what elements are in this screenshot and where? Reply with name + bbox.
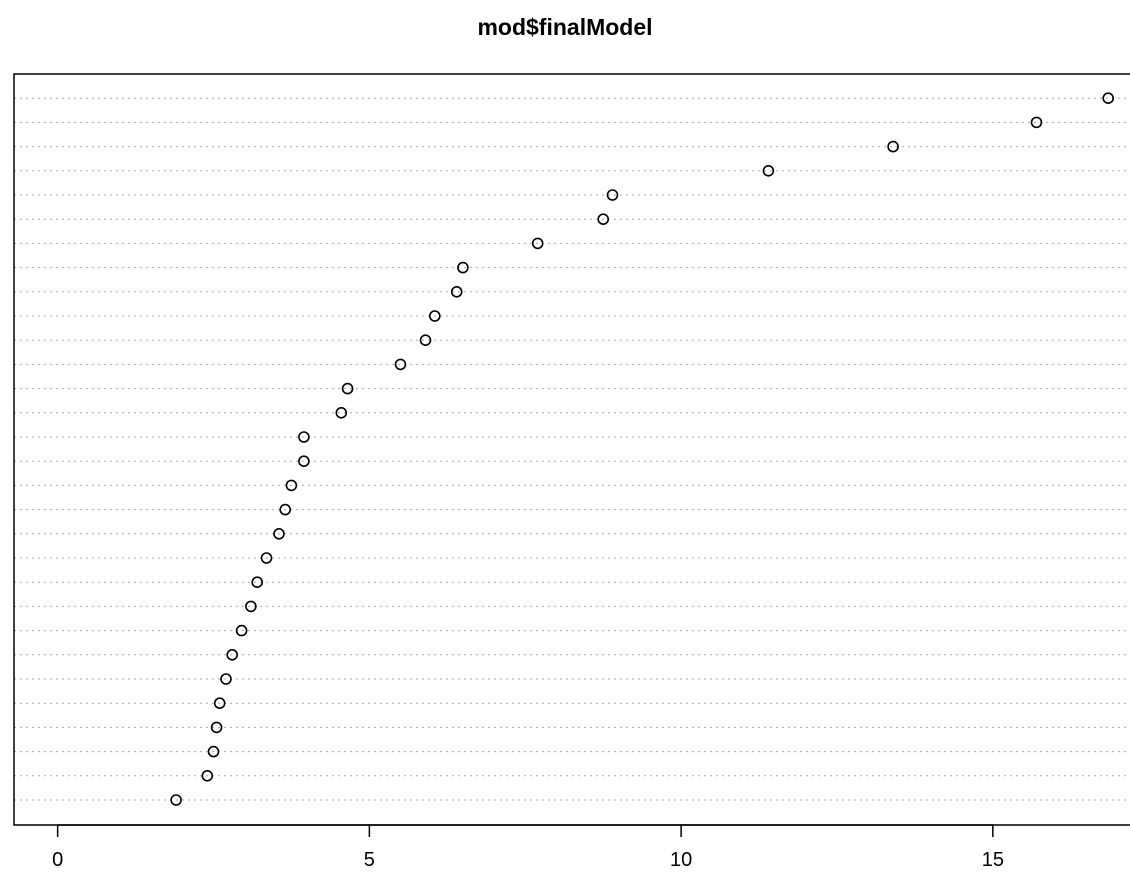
data-point [1030, 116, 1043, 129]
data-point [335, 406, 348, 419]
x-axis: 0 5 10 15 [52, 824, 1004, 871]
data-point [226, 648, 238, 661]
data-point [597, 213, 610, 225]
data-point [1102, 92, 1114, 104]
data-point [273, 527, 285, 540]
chart-title: mod$finalModel [477, 14, 653, 40]
data-point [457, 261, 469, 274]
data-point [245, 600, 257, 613]
data-point [210, 721, 223, 734]
data-point [531, 237, 544, 250]
data-point [207, 745, 220, 758]
grid-lines [14, 97, 1130, 801]
data-point [235, 624, 248, 637]
data-point [428, 310, 441, 322]
data-point [887, 140, 899, 153]
data-point [606, 189, 619, 201]
data-point [220, 673, 232, 685]
data-point [394, 358, 407, 371]
x-tick-label: 5 [364, 849, 375, 871]
x-tick-label: 15 [982, 849, 1004, 871]
data-point [260, 552, 273, 564]
data-point [341, 382, 354, 395]
data-point [201, 769, 214, 782]
data-point [450, 285, 463, 298]
data-point [279, 503, 292, 516]
data-point [298, 431, 310, 443]
x-tick-label: 0 [52, 849, 63, 871]
plot-frame [13, 73, 1130, 826]
x-tick-label: 10 [670, 849, 692, 871]
data-points [170, 92, 1114, 806]
data-point [285, 479, 298, 492]
data-point [213, 697, 226, 710]
data-point [762, 165, 775, 177]
data-point [251, 576, 264, 589]
data-point [170, 794, 182, 806]
data-point [298, 455, 310, 468]
data-point [419, 334, 432, 347]
